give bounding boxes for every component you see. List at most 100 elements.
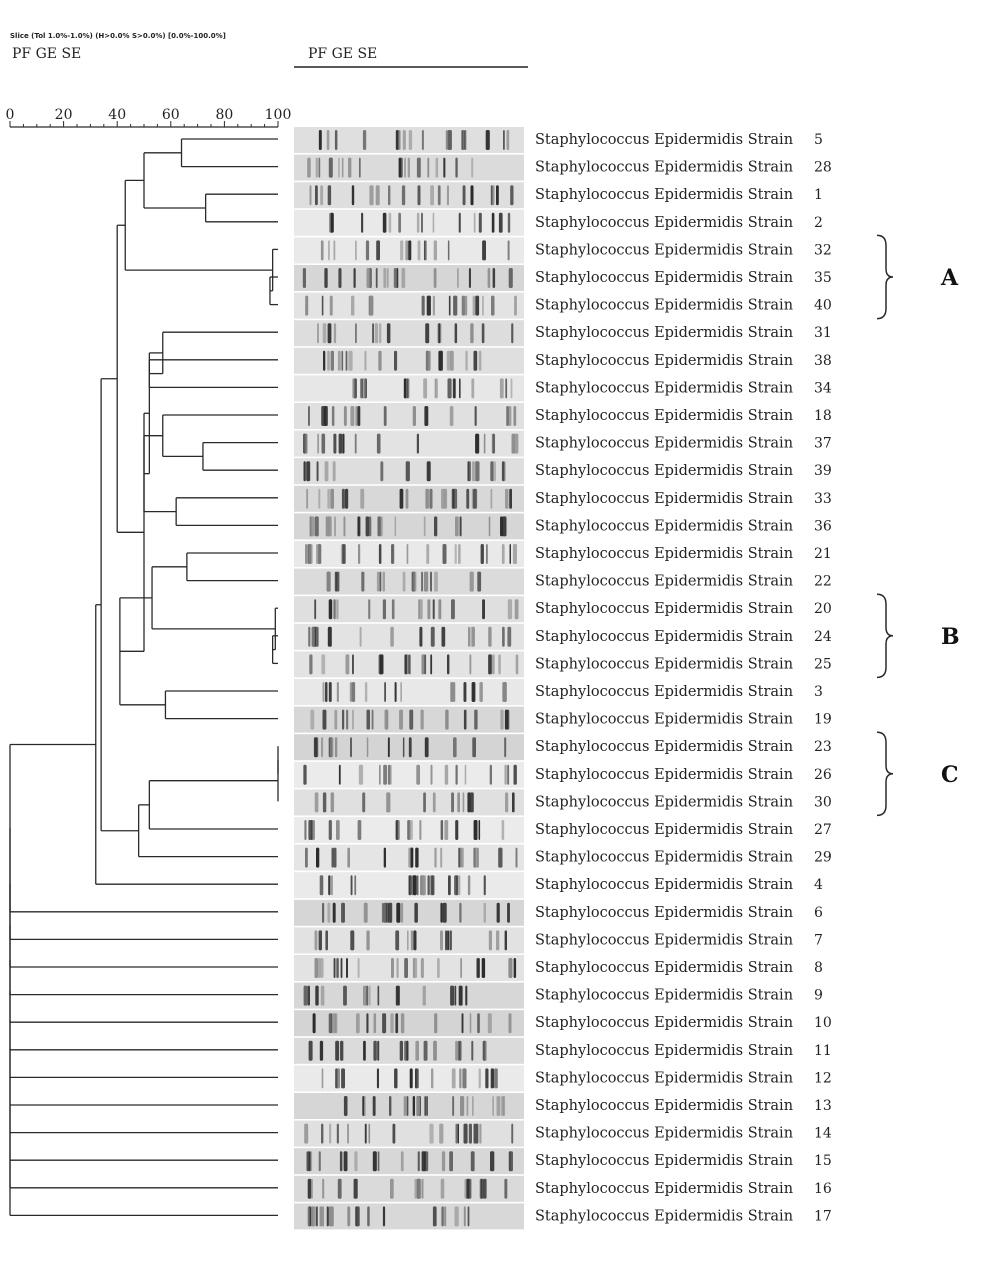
gel-band xyxy=(423,378,428,399)
gel-band xyxy=(379,571,382,592)
gel-band xyxy=(333,240,336,261)
gel-band xyxy=(377,1040,380,1061)
gel-band xyxy=(472,1096,474,1116)
gel-band xyxy=(417,185,421,206)
gel-band xyxy=(508,406,512,426)
gel-band xyxy=(333,847,337,868)
scale-tick-label: 100 xyxy=(265,107,292,123)
gel-lane xyxy=(294,430,524,457)
gel-band xyxy=(358,544,361,564)
gel-band xyxy=(408,130,413,150)
strain-label: Staphylococcus Epidermidis Strain xyxy=(535,988,793,1004)
gel-band xyxy=(338,268,342,288)
gel-band xyxy=(423,1040,428,1061)
gel-band xyxy=(431,875,435,896)
strain-label: Staphylococcus Epidermidis Strain xyxy=(535,739,793,755)
gel-lane xyxy=(294,1148,524,1175)
gel-band xyxy=(451,792,454,813)
gel-band xyxy=(302,268,306,288)
gel-band xyxy=(460,1096,465,1116)
gel-band xyxy=(423,792,426,813)
gel-band xyxy=(376,240,380,261)
gel-band xyxy=(511,433,515,454)
gel-band xyxy=(474,709,478,730)
gel-band xyxy=(364,682,368,702)
strain-number: 11 xyxy=(814,1043,832,1059)
gel-band xyxy=(462,185,466,206)
gel-band xyxy=(458,212,461,233)
gel-band xyxy=(382,1206,386,1227)
gel-band xyxy=(315,185,318,206)
gel-lane xyxy=(294,1175,524,1202)
gel-band xyxy=(343,406,347,426)
gel-band xyxy=(327,488,330,509)
gel-band xyxy=(360,378,363,399)
gel-band xyxy=(372,1151,377,1172)
gel-band xyxy=(508,268,513,288)
gel-band xyxy=(415,847,419,868)
gel-band xyxy=(335,1068,338,1089)
gel-band xyxy=(334,709,338,730)
gel-band xyxy=(399,1040,403,1061)
strain-number: 8 xyxy=(814,960,823,976)
gel-band xyxy=(341,1068,345,1089)
gel-band xyxy=(484,1040,487,1061)
gel-band xyxy=(471,461,476,482)
gel-band xyxy=(459,516,462,537)
gel-band xyxy=(409,709,414,730)
gel-band xyxy=(361,212,363,233)
gel-band xyxy=(432,295,435,316)
gel-band xyxy=(501,544,505,564)
gel-band xyxy=(405,461,410,482)
gel-band xyxy=(355,323,357,344)
gel-band xyxy=(366,709,370,730)
gel-band xyxy=(426,544,430,564)
gel-band xyxy=(419,626,423,647)
gel-band xyxy=(373,1040,377,1061)
gel-band xyxy=(318,157,321,178)
gel-band xyxy=(333,433,337,454)
gel-band xyxy=(334,130,338,150)
gel-band xyxy=(412,1096,415,1116)
strain-label: Staphylococcus Epidermidis Strain xyxy=(535,1153,793,1169)
gel-band xyxy=(365,985,369,1006)
gel-band xyxy=(478,212,482,233)
gel-band xyxy=(332,902,335,923)
gel-band xyxy=(308,544,313,564)
gel-band xyxy=(351,185,355,206)
gel-band xyxy=(305,544,308,564)
gel-band xyxy=(395,930,400,951)
gel-band xyxy=(378,544,382,564)
gel-band xyxy=(332,461,336,482)
strain-number: 22 xyxy=(814,574,832,590)
gel-band xyxy=(317,544,322,564)
group-label: C xyxy=(941,762,959,788)
gel-band xyxy=(320,1206,325,1227)
strain-label: Staphylococcus Epidermidis Strain xyxy=(535,436,793,452)
gel-band xyxy=(447,130,452,150)
gel-band xyxy=(394,350,398,371)
gel-band xyxy=(363,902,368,923)
gel-band xyxy=(345,654,350,675)
gel-band xyxy=(381,902,384,923)
gel-band xyxy=(391,958,394,978)
gel-band xyxy=(444,820,449,840)
gel-band xyxy=(482,599,485,620)
gel-band xyxy=(500,709,504,730)
gel-band xyxy=(314,599,317,620)
gel-band xyxy=(405,240,408,261)
gel-band xyxy=(485,1068,489,1089)
gel-band xyxy=(437,958,440,978)
gel-band xyxy=(452,1096,455,1116)
gel-band xyxy=(350,737,352,758)
strain-number: 20 xyxy=(814,601,832,617)
gel-band xyxy=(316,1206,318,1227)
gel-band xyxy=(440,847,443,868)
scale-tick-label: 20 xyxy=(55,107,73,123)
gel-band xyxy=(415,1068,417,1089)
strain-label: Staphylococcus Epidermidis Strain xyxy=(535,187,793,203)
gel-band xyxy=(334,737,338,758)
gel-band xyxy=(390,626,394,647)
gel-band xyxy=(514,599,519,620)
gel-band xyxy=(469,792,474,813)
